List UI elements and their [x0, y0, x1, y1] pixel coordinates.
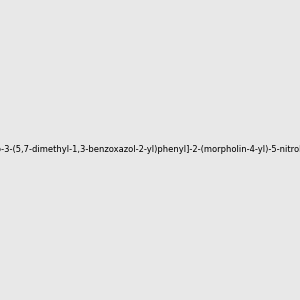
Text: N-[4-chloro-3-(5,7-dimethyl-1,3-benzoxazol-2-yl)phenyl]-2-(morpholin-4-yl)-5-nit: N-[4-chloro-3-(5,7-dimethyl-1,3-benzoxaz… — [0, 146, 300, 154]
